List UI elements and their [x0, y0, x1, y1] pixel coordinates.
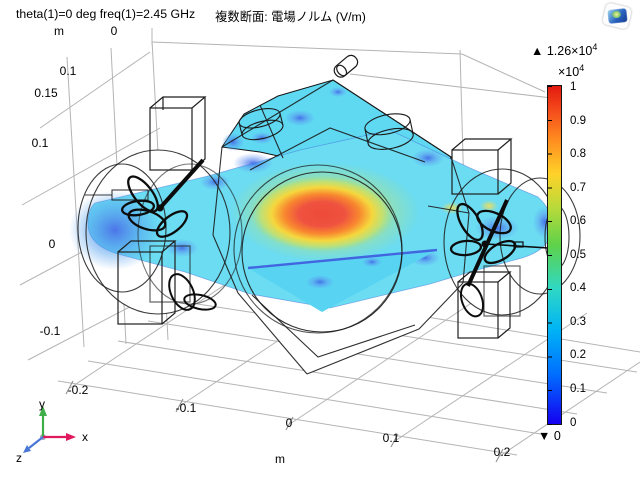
y-arrowhead	[39, 406, 47, 416]
colorbar-tick-0: 0	[570, 417, 577, 429]
slice-bottom	[247, 248, 438, 312]
x-axis-tick-0: -0.2	[67, 383, 89, 397]
title-plot-type: 複数断面: 電場ノルム (V/m)	[215, 10, 366, 24]
left-chamber-wireframe	[77, 149, 243, 315]
x-axis-unit: m	[275, 452, 285, 466]
z-axis-tick-3: -0.1	[39, 324, 61, 338]
orientation-triad: y x z	[16, 397, 88, 465]
z-axis-tick-0: 0.15	[34, 86, 58, 100]
z-arrow	[28, 436, 44, 449]
box-left-bottom-2	[149, 245, 191, 303]
colorbar-tick-0.8: 0.8	[570, 148, 586, 160]
cavity-wireframe	[212, 79, 470, 375]
colorbar-tick-0.6: 0.6	[570, 215, 586, 227]
x-arrowhead	[66, 433, 76, 441]
x-axis-tick-4: 0.2	[493, 445, 511, 459]
y-axis-tick-1: 0.1	[59, 64, 77, 78]
colorbar-tick-0.9: 0.9	[570, 115, 586, 127]
triad-x-label: x	[82, 430, 88, 444]
box-right-bottom	[457, 271, 512, 339]
triad-y-label: y	[39, 397, 45, 411]
comsol-logo-glow	[612, 11, 621, 18]
plot-title: theta(1)=0 deg freq(1)=2.45 GHz 複数断面: 電場…	[16, 7, 366, 25]
y-axis-unit: m	[54, 24, 64, 38]
x-axis-tick-1: -0.1	[175, 401, 197, 415]
colorbar-tick-0.7: 0.7	[570, 182, 586, 194]
axis-tick-marks	[65, 380, 504, 463]
colorbar-max-label: ▲ 1.26×104	[531, 42, 598, 59]
z-axis-tick-1: 0.1	[31, 136, 49, 150]
colorbar-min-label: ▼ 0	[538, 429, 561, 443]
slice-middle	[69, 129, 557, 309]
comsol-logo	[601, 2, 633, 30]
z-axis-tick-2: 0	[48, 237, 56, 251]
title-parameters: theta(1)=0 deg freq(1)=2.45 GHz	[16, 7, 196, 21]
feed-capsule	[333, 54, 359, 78]
antenna-right	[449, 199, 549, 318]
x-axis-tick-2: 0	[285, 416, 293, 430]
antenna-left	[120, 158, 217, 311]
vent-ring-right	[364, 113, 414, 150]
door-circle-inner	[233, 164, 403, 334]
colorbar-scale-label: ×104	[558, 63, 585, 80]
colorbar-tick-0.4: 0.4	[570, 282, 586, 294]
vent-ring-left	[238, 108, 284, 141]
colorbar-tick-0.1: 0.1	[570, 383, 586, 395]
colorbar-tickmarks	[548, 86, 552, 425]
colorbar-tick-0.2: 0.2	[570, 349, 586, 361]
colorbar-tick-0.3: 0.3	[570, 316, 586, 328]
z-arrowhead	[23, 445, 31, 453]
triad-z-label: z	[16, 451, 22, 465]
x-axis-tick-3: 0.1	[382, 431, 400, 445]
y-axis-tick-0: 0	[110, 24, 118, 38]
box-right-top	[451, 138, 513, 195]
colorbar-tick-1.0: 1	[570, 81, 577, 93]
colorbar-tick-0.5: 0.5	[570, 249, 586, 261]
box-right-bottom-2	[483, 265, 521, 317]
